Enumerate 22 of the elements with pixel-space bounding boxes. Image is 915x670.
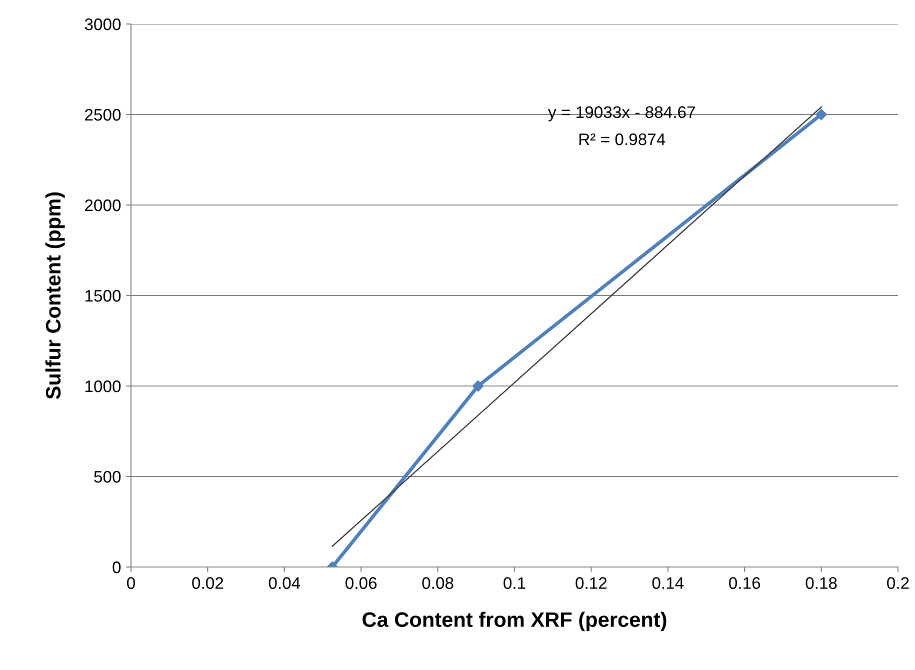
x-tick-label: 0.06 — [346, 577, 377, 589]
annotation: y = 19033x - 884.67 — [548, 106, 695, 122]
y-tick-label: 1500 — [85, 290, 121, 302]
y-axis-title: Sulfur Content (ppm) — [45, 192, 65, 400]
x-tick-label: 0.18 — [806, 577, 837, 589]
y-tick-label: 3000 — [84, 18, 121, 30]
x-tick-label: 0.12 — [576, 577, 607, 589]
x-tick-label: 0.04 — [268, 577, 300, 589]
y-tick-label: 2500 — [85, 108, 121, 121]
x-axis-title: Ca Content from XRF (percent) — [362, 612, 666, 632]
x-tick-label: 0 — [127, 577, 135, 589]
x-tick-label: 0.14 — [652, 577, 684, 589]
x-tick-label: 0.08 — [422, 577, 454, 589]
x-tick-label: 0.16 — [729, 577, 760, 589]
y-tick-label: 1000 — [85, 380, 121, 392]
x-tick-label: 0.02 — [192, 577, 224, 589]
annotation: R² = 0.9874 — [579, 133, 666, 146]
y-tick-label: 2000 — [85, 199, 121, 212]
x-tick-label: 0.1 — [504, 577, 526, 589]
y-tick-label: 0 — [112, 561, 121, 574]
y-tick-label: 500 — [94, 470, 121, 483]
x-tick-label: 0.2 — [887, 577, 909, 589]
